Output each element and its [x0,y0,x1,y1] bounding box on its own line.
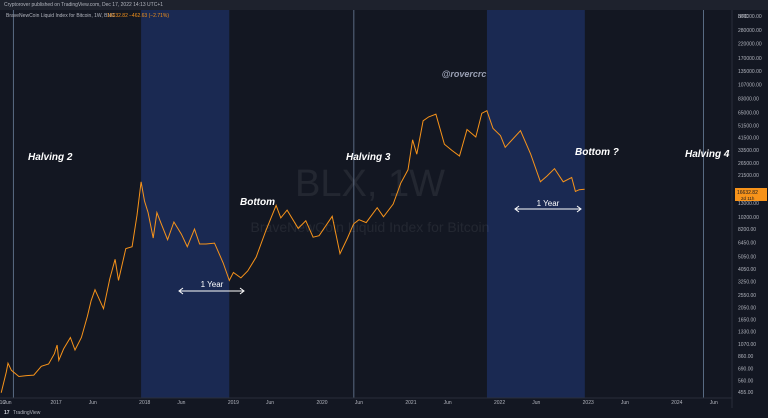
price-tick-label: 51500.00 [738,124,759,130]
price-axis[interactable]: BTC 360000.00 280000.00 220000.00 170000.00… [731,10,768,410]
price-tick-label: 2550.00 [738,293,756,299]
price-axis-ticks: 360000.00 280000.00 220000.00 170000.00 1350… [738,14,762,396]
price-tick-label: 41500.00 [738,136,759,142]
price-axis-background [732,10,768,410]
time-tick-label: Jun [266,400,274,406]
price-tick-label: 1070.00 [738,342,756,348]
price-tick-label: 170000.00 [738,56,762,62]
time-tick-label: Jun [89,400,97,406]
footer-brand: TradingView [12,410,41,416]
last-price-badge: 16632.82 2d 11h [735,188,767,201]
time-tick-label: Jun [444,400,452,406]
price-tick-label: 65000.00 [738,110,759,116]
legend-price: 16632.82 [107,13,128,19]
price-tick-label: 3250.00 [738,279,756,285]
price-tick-label: 220000.00 [738,42,762,48]
time-tick-label: 2017 [51,400,62,406]
range-label-2: 1 Year [537,199,560,208]
annotations: Halving 2 Bottom Halving 3 Bottom ? Halv… [28,147,730,208]
time-tick-label: Jun [3,400,11,406]
price-tick-label: 690.00 [738,367,754,373]
time-tick-label: Jun [532,400,540,406]
price-tick-label: 13000.00 [738,201,759,207]
time-tick-label: Jun [355,400,363,406]
halving-lines [12,10,704,398]
footer: 17 TradingView [0,408,768,418]
price-tick-label: 1650.00 [738,318,756,324]
price-tick-label: 8200.00 [738,227,756,233]
time-tick-label: Jun [710,400,718,406]
range-arrow-right-2 [576,205,582,213]
price-tick-label: 4050.00 [738,267,756,273]
annotation-bottom-1: Bottom [240,197,275,208]
publish-text: Cryptorover published on TradingView.com… [4,2,164,8]
price-tick-label: 6450.00 [738,241,756,247]
range-arrow-right-1 [239,287,245,295]
price-tick-label: 560.00 [738,378,754,384]
price-tick-label: 83000.00 [738,97,759,103]
range-arrow-left-2 [514,205,520,213]
time-tick-label: 2021 [405,400,416,406]
time-tick-label: 2024 [671,400,682,406]
time-tick-label: Jun [621,400,629,406]
time-tick-label: 2023 [583,400,594,406]
one-year-range-1: 1 Year [178,280,245,295]
time-tick-label: 2020 [316,400,327,406]
last-price-badge-bg [735,188,767,201]
highlight-range-1 [141,10,230,398]
annotation-halving-4: Halving 4 [685,149,730,160]
price-tick-label: 2050.00 [738,305,756,311]
price-tick-label: 21500.00 [738,173,759,179]
price-series-line [0,109,585,393]
price-tick-label: 455.00 [738,390,754,396]
annotation-bottom-2: Bottom ? [575,147,619,158]
plot-background [0,10,732,410]
currency-label: BTC [738,14,748,20]
price-tick-label: 10200.00 [738,215,759,221]
legend: BraveNewCoin Liquid Index for Bitcoin, 1… [6,13,169,19]
time-tick-label: 2018 [139,400,150,406]
time-tick-label: 16 [0,400,5,406]
annotation-halving-2: Halving 2 [28,152,73,163]
last-price-value: 16632.82 [737,190,758,196]
price-tick-label: 860.00 [738,354,754,360]
price-tick-label: 26500.00 [738,161,759,167]
price-tick-label: 33500.00 [738,148,759,154]
watermark-ticker: BLX, 1W [295,163,445,205]
one-year-range-2: 1 Year [514,199,582,213]
author-handle: @rovercrc [442,69,487,79]
last-price-countdown: 2d 11h [741,196,755,201]
legend-change: −462.63 (−2.71%) [129,13,169,19]
price-tick-label: 360000.00 [738,14,762,20]
price-tick-label: 107000.00 [738,82,762,88]
range-label-1: 1 Year [201,280,224,289]
range-arrow-left-1 [178,287,184,295]
time-tick-label: 2019 [228,400,239,406]
legend-symbol: BraveNewCoin Liquid Index for Bitcoin, 1… [6,13,115,19]
price-tick-label: 280000.00 [738,28,762,34]
price-tick-label: 5050.00 [738,254,756,260]
watermark-name: BraveNewCoin Liquid Index for Bitcoin [251,219,490,235]
time-tick-label: 2022 [494,400,505,406]
tradingview-logo-icon: 17 [4,410,10,416]
price-tick-label: 135000.00 [738,69,762,75]
annotation-halving-3: Halving 3 [346,152,391,163]
time-tick-label: Jun [177,400,185,406]
highlight-ranges [141,10,585,398]
highlight-range-2 [486,10,585,398]
price-tick-label: 1330.00 [738,330,756,336]
publish-header: Cryptorover published on TradingView.com… [0,0,768,10]
